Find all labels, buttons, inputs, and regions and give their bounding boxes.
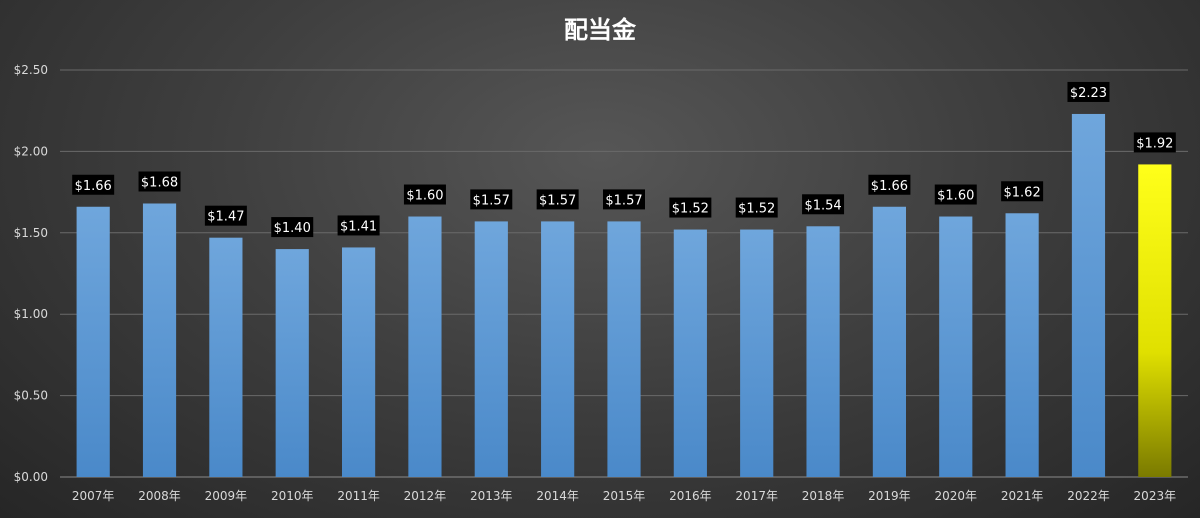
data-label-box — [669, 197, 712, 218]
bar-2015年 — [607, 221, 641, 477]
data-label: $1.62 — [1001, 181, 1044, 202]
data-label: $1.57 — [470, 189, 513, 210]
data-label-box — [204, 205, 247, 226]
bar-2008年 — [142, 203, 177, 477]
x-tick-label: 2016年 — [669, 489, 712, 503]
x-tick-label: 2010年 — [271, 489, 314, 503]
data-label-text: $1.41 — [340, 219, 377, 234]
x-tick-label: 2014年 — [536, 489, 579, 503]
data-label-box — [536, 189, 579, 210]
x-tick-label: 2013年 — [470, 489, 513, 503]
x-tick-label: 2020年 — [934, 489, 977, 503]
data-label: $1.57 — [603, 189, 645, 210]
data-label-text: $1.57 — [605, 193, 642, 208]
data-label: $1.54 — [802, 194, 845, 215]
data-label: $1.52 — [669, 197, 712, 218]
data-label-box — [1133, 132, 1176, 153]
data-label: $1.47 — [204, 205, 247, 226]
bar-2017年 — [740, 229, 774, 477]
data-label-box — [470, 189, 513, 210]
data-label: $1.66 — [72, 174, 115, 195]
y-tick-label: $0.50 — [14, 389, 48, 403]
x-tick-label: 2021年 — [1001, 489, 1044, 503]
data-label-box — [271, 217, 314, 238]
y-axis-tick-labels: $0.00 $0.50 $1.00 $1.50 $2.00 $2.50 — [14, 63, 48, 484]
data-label-text: $1.40 — [274, 221, 311, 236]
bar-2019年 — [872, 206, 906, 477]
bar-2011年 — [342, 247, 376, 477]
data-label-box — [603, 189, 645, 210]
y-tick-label: $0.00 — [14, 470, 48, 484]
data-label-text: $1.47 — [207, 210, 244, 225]
y-tick-label: $2.00 — [14, 144, 48, 158]
data-label: $1.52 — [735, 197, 778, 218]
data-labels: $1.66 $1.68 $1.47 $1.40 $1.41 $1.60 $1.57 $1.57… — [72, 81, 1176, 238]
data-label-text: $1.52 — [738, 202, 775, 217]
y-tick-label: $1.00 — [14, 307, 48, 321]
data-label-box — [72, 174, 115, 195]
data-label-text: $1.66 — [75, 179, 112, 194]
x-tick-label: 2009年 — [205, 489, 248, 503]
data-label-text: $1.54 — [804, 198, 841, 213]
x-tick-label: 2018年 — [802, 489, 845, 503]
y-tick-label: $1.50 — [14, 226, 48, 240]
data-label-text: $1.57 — [473, 193, 510, 208]
data-label: $2.23 — [1067, 81, 1110, 102]
x-tick-label: 2007年 — [72, 489, 115, 503]
data-label-text: $1.60 — [937, 189, 974, 204]
bars — [76, 113, 1172, 478]
data-label: $1.68 — [138, 171, 181, 192]
data-label-box — [868, 174, 911, 195]
data-label-text: $1.52 — [672, 202, 709, 217]
data-label: $1.40 — [271, 217, 314, 238]
data-label-text: $1.60 — [406, 189, 443, 204]
data-label-box — [138, 171, 181, 192]
data-label-box — [735, 197, 778, 218]
data-label: $1.60 — [403, 184, 446, 205]
data-label-text: $1.68 — [141, 175, 178, 190]
bar-2016年 — [673, 229, 707, 477]
bar-2007年 — [76, 206, 110, 477]
data-label-text: $1.92 — [1136, 136, 1173, 151]
bar-2018年 — [806, 226, 840, 477]
data-label-box — [934, 184, 977, 205]
data-label: $1.92 — [1133, 132, 1176, 153]
data-label-box — [802, 194, 845, 215]
chart-title: 配当金 — [564, 16, 636, 44]
x-tick-label: 2012年 — [404, 489, 447, 503]
data-label-box — [1067, 81, 1110, 102]
data-label-text: $1.66 — [871, 179, 908, 194]
data-label: $1.66 — [868, 174, 911, 195]
x-tick-label: 2022年 — [1067, 489, 1110, 503]
x-tick-label: 2008年 — [138, 489, 181, 503]
y-tick-label: $2.50 — [14, 63, 48, 77]
data-label: $1.41 — [337, 215, 380, 236]
x-tick-label: 2019年 — [868, 489, 911, 503]
bar-2014年 — [541, 221, 575, 477]
bar-2021年 — [1005, 213, 1039, 477]
data-label-text: $2.23 — [1070, 86, 1107, 101]
x-tick-label: 2023年 — [1134, 489, 1177, 503]
x-tick-label: 2017年 — [735, 489, 778, 503]
bar-2020年 — [939, 216, 973, 477]
data-label: $1.60 — [934, 184, 977, 205]
data-label-text: $1.57 — [539, 193, 576, 208]
data-label-box — [337, 215, 380, 236]
bar-2013年 — [474, 221, 508, 477]
bar-2009年 — [209, 237, 243, 477]
data-label: $1.57 — [536, 189, 579, 210]
bar-2012年 — [408, 216, 442, 477]
x-tick-label: 2015年 — [603, 489, 646, 503]
data-label-box — [1001, 181, 1044, 202]
x-tick-label: 2011年 — [337, 489, 380, 503]
bar-2023年 — [1138, 164, 1172, 477]
x-axis-tick-labels: 2007年 2008年 2009年 2010年 2011年 2012年 2013年 2014年… — [72, 489, 1176, 503]
data-label-text: $1.62 — [1004, 185, 1041, 200]
bar-2022年 — [1071, 113, 1106, 478]
bar-2010年 — [275, 249, 309, 477]
data-label-box — [403, 184, 446, 205]
